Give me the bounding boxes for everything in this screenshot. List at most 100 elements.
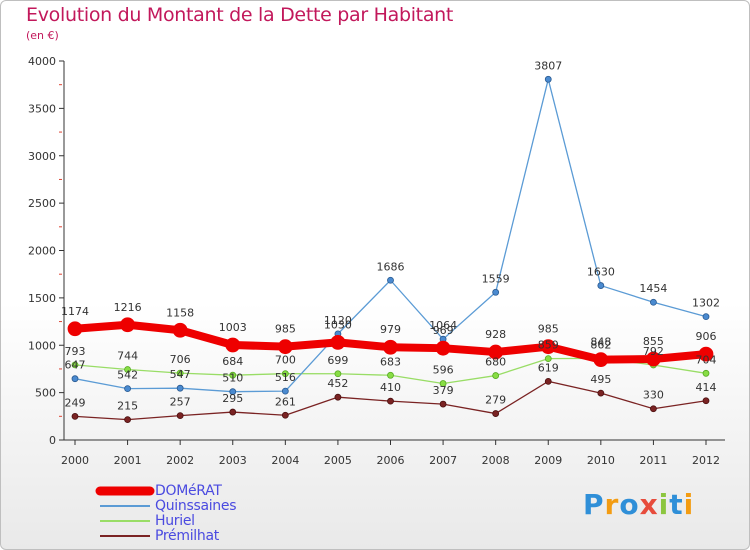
x-tick-label: 2012 (692, 454, 720, 467)
data-label-quinssaines: 1120 (324, 314, 352, 327)
data-point-quinssaines (387, 276, 394, 284)
data-label-huriel: 859 (538, 339, 559, 352)
data-label-domerat: 969 (433, 324, 454, 337)
data-label-domerat: 985 (275, 323, 296, 336)
data-point-premilhat (124, 416, 131, 424)
y-tick-label: 1500 (28, 292, 56, 305)
x-tick-label: 2011 (639, 454, 667, 467)
data-label-premilhat: 279 (485, 394, 506, 407)
data-label-domerat: 1216 (114, 301, 142, 314)
data-point-huriel (71, 361, 79, 369)
data-label-huriel: 706 (170, 353, 191, 366)
data-point-huriel (702, 369, 710, 377)
data-label-domerat: 1003 (219, 321, 247, 334)
data-label-huriel: 700 (275, 354, 296, 367)
data-label-premilhat: 295 (222, 392, 243, 405)
data-label-huriel: 704 (696, 353, 717, 366)
legend-item-domerat: DOMéRAT (95, 484, 300, 499)
data-point-premilhat (439, 400, 447, 408)
data-label-quinssaines: 1630 (587, 266, 615, 279)
data-point-domerat (646, 351, 661, 367)
data-label-quinssaines: 3807 (534, 59, 562, 72)
data-label-huriel: 683 (380, 355, 401, 368)
y-tick-label: 3500 (28, 102, 56, 115)
data-point-premilhat (597, 389, 605, 397)
data-point-premilhat (387, 397, 394, 405)
legend-label-quinssaines: Quinssaines (155, 498, 237, 514)
data-point-huriel (281, 370, 289, 378)
legend-swatch-premilhat (100, 535, 150, 537)
data-point-domerat (330, 335, 346, 350)
legend-item-premilhat: Prémilhat (100, 529, 300, 544)
x-tick-label: 2001 (114, 454, 142, 467)
data-point-quinssaines (71, 375, 79, 383)
data-label-huriel: 862 (590, 338, 611, 351)
chart-title: Evolution du Montant de la Dette par Hab… (26, 4, 454, 26)
data-label-premilhat: 261 (275, 395, 296, 408)
data-label-domerat: 1174 (61, 305, 89, 318)
data-point-premilhat (544, 377, 552, 385)
legend: DOMéRAT Quinssaines Huriel Prémilhat (95, 484, 300, 544)
data-label-premilhat: 249 (65, 396, 86, 409)
data-point-huriel (176, 369, 184, 377)
data-label-premilhat: 330 (643, 389, 664, 402)
proxiti-logo: Proxiti (583, 488, 694, 521)
data-point-domerat (435, 340, 451, 356)
y-tick-label: 2500 (28, 197, 56, 210)
data-point-huriel (544, 355, 552, 363)
y-tick-label: 1000 (28, 339, 56, 352)
data-label-premilhat: 410 (380, 381, 401, 394)
data-label-domerat: 855 (643, 335, 664, 348)
y-tick-label: 4000 (28, 55, 56, 68)
data-point-quinssaines (124, 385, 131, 393)
chart-subtitle: (en €) (26, 29, 59, 42)
data-point-huriel (492, 372, 500, 379)
x-tick-label: 2003 (219, 454, 247, 467)
data-point-premilhat (334, 393, 342, 401)
legend-label-premilhat: Prémilhat (155, 528, 219, 544)
data-point-quinssaines (176, 384, 184, 392)
data-label-domerat: 848 (590, 336, 611, 349)
data-point-huriel (124, 366, 131, 373)
data-point-domerat (277, 339, 293, 355)
data-label-quinssaines: 1686 (377, 260, 405, 273)
data-point-quinssaines (597, 282, 605, 289)
data-label-premilhat: 495 (590, 373, 611, 386)
data-label-premilhat: 619 (538, 361, 559, 374)
data-point-domerat (67, 321, 83, 337)
data-point-premilhat (492, 410, 500, 417)
data-label-domerat: 928 (485, 328, 506, 341)
data-label-huriel: 699 (327, 354, 348, 367)
data-point-premilhat (176, 412, 184, 420)
data-point-quinssaines (650, 298, 657, 306)
y-tick-label: 500 (35, 387, 56, 400)
data-point-premilhat (650, 405, 657, 413)
data-point-quinssaines (281, 387, 289, 395)
data-point-huriel (387, 371, 394, 379)
data-point-quinssaines (492, 288, 500, 296)
data-point-domerat (120, 317, 135, 333)
legend-label-huriel: Huriel (155, 513, 195, 529)
data-point-domerat (488, 344, 504, 360)
logo-letter: t (669, 488, 684, 521)
logo-letter: i (683, 488, 695, 521)
x-tick-label: 2008 (482, 454, 510, 467)
y-tick-label: 3000 (28, 150, 56, 163)
data-point-quinssaines (544, 75, 552, 83)
x-tick-label: 2004 (271, 454, 299, 467)
data-label-premilhat: 379 (433, 384, 454, 397)
data-label-quinssaines: 1454 (639, 282, 667, 295)
data-point-premilhat (702, 397, 710, 405)
data-point-domerat (540, 339, 556, 355)
data-point-domerat (593, 352, 609, 368)
legend-swatch-huriel (100, 520, 150, 522)
data-label-domerat: 979 (380, 323, 401, 336)
data-label-quinssaines: 542 (117, 369, 138, 382)
data-point-premilhat (229, 408, 237, 416)
data-label-huriel: 680 (485, 356, 506, 369)
data-label-quinssaines: 516 (275, 371, 296, 384)
x-tick-label: 2000 (61, 454, 89, 467)
data-point-huriel (229, 371, 237, 379)
y-tick-label: 0 (49, 434, 56, 447)
